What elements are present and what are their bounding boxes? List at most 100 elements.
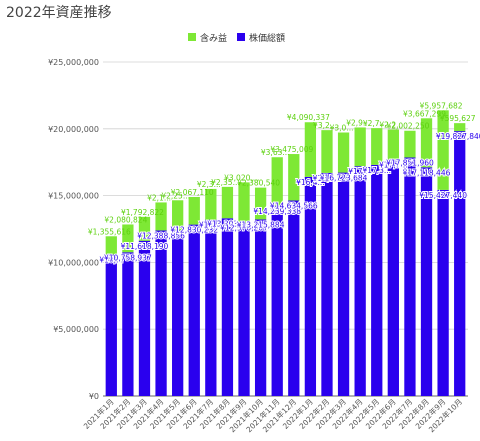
data-label-unrealized-gain: ¥2,9... [346, 118, 370, 127]
data-label-market-value: ¥13,215,884 [237, 220, 285, 229]
data-label-market-value: ¥19,827,840 [436, 132, 480, 141]
data-label-market-value: ¥16,7... [313, 174, 342, 183]
legend-label: 含み益 [200, 32, 227, 44]
data-label-unrealized-gain: ¥3,667,299 [403, 109, 446, 118]
data-label-market-value: ¥13,... [199, 221, 223, 230]
bar-unrealized-gain [304, 122, 317, 177]
bar-unrealized-gain [371, 128, 383, 165]
data-label-market-value: ¥14,239,338 [253, 207, 301, 216]
bar-market-value [188, 224, 200, 396]
data-label-unrealized-gain: ¥2,3... [197, 180, 221, 189]
bar-market-value [354, 166, 366, 396]
data-label-unrealized-gain: ¥595,627 [440, 114, 476, 123]
bar-unrealized-gain [387, 129, 399, 160]
bar-unrealized-gain [354, 127, 366, 167]
bar-market-value [271, 205, 283, 396]
bar-market-value [254, 219, 267, 396]
data-label-market-value: ¥16,723,684 [320, 174, 368, 183]
data-label-unrealized-gain: ¥3,020,... [224, 173, 260, 182]
y-tick-label: ¥15,000,000 [48, 192, 99, 201]
bar-unrealized-gain [205, 188, 217, 220]
data-label-unrealized-gain: ¥1,792,822 [121, 208, 164, 217]
data-label-unrealized-gain: ¥3,0... [330, 123, 354, 132]
x-axis: 2021年1月2021年2月2021年3月2021年4月2021年5月2021年… [81, 396, 464, 434]
bar-market-value [454, 131, 466, 397]
data-label-market-value: ¥17,7... [379, 161, 408, 170]
bar-unrealized-gain [337, 132, 350, 173]
data-label-unrealized-gain: ¥2,080,824 [104, 215, 147, 224]
data-label-unrealized-gain: ¥4,090,337 [287, 113, 330, 122]
data-label-market-value: ¥14,634,566 [270, 201, 318, 210]
bar-market-value [437, 189, 449, 396]
bar-market-value [387, 159, 399, 396]
bar-market-value [221, 218, 234, 396]
bar-market-value [288, 200, 300, 396]
chart-title: 2022年資産推移 [6, 5, 112, 21]
bar-unrealized-gain [138, 216, 151, 241]
data-label-unrealized-gain: ¥2,25... [161, 191, 190, 200]
data-label-unrealized-gain: ¥5,957,682 [420, 101, 463, 110]
data-label-unrealized-gain: ¥2,7... [363, 119, 387, 128]
bar-unrealized-gain [155, 202, 167, 231]
bars [105, 110, 466, 397]
data-label-unrealized-gain: ¥1,355,616 [88, 227, 131, 236]
data-label-market-value: ¥10,... [99, 255, 123, 264]
data-labels: ¥1,355,616 ¥10,... ¥2,080,824 ¥10,758,937 ¥1… [88, 101, 480, 265]
bar-unrealized-gain [188, 196, 200, 225]
bar-unrealized-gain [288, 154, 300, 201]
bar-market-value [138, 240, 151, 396]
data-label-market-value: ¥11,618,190 [121, 242, 169, 251]
bar-unrealized-gain [321, 130, 333, 173]
legend-label: 株価総額 [249, 32, 285, 44]
data-label-market-value: ¥12,388,856 [137, 231, 185, 240]
bar-unrealized-gain [454, 123, 466, 132]
bar-market-value [321, 172, 333, 396]
data-label-market-value: ¥15,427,440 [419, 191, 467, 200]
bar-unrealized-gain [254, 187, 267, 220]
data-label-market-value: ¥17,... [348, 167, 372, 176]
data-label-market-value: ¥12,830,232 [170, 226, 218, 235]
y-axis: ¥0 ¥5,000,000 ¥10,000,000 ¥15,000,000 ¥20,00… [48, 58, 99, 401]
data-label-unrealized-gain: ¥2,380,540 [237, 179, 280, 188]
bar-market-value [404, 157, 416, 396]
data-label-market-value: ¥17,851,960 [386, 158, 434, 167]
data-label-market-value: ¥13,303,... [207, 219, 248, 228]
legend-swatch [237, 33, 245, 41]
data-label-market-value: ¥17,118,446 [403, 168, 451, 177]
y-tick-label: ¥10,000,000 [48, 258, 99, 267]
bar-market-value [337, 172, 350, 396]
data-label-unrealized-gain: ¥2,002,250 [386, 122, 429, 131]
bar-unrealized-gain [437, 110, 449, 190]
data-label-market-value: ¥12,970,207 [220, 224, 268, 233]
bar-unrealized-gain [404, 130, 416, 158]
legend-swatch [188, 33, 196, 41]
bar-market-value [122, 252, 134, 396]
bar-unrealized-gain [105, 236, 117, 255]
data-label-market-value: ¥17,3... [362, 166, 391, 175]
y-tick-label: ¥0 [89, 392, 99, 401]
bar-market-value [371, 164, 383, 396]
bar-unrealized-gain [221, 186, 234, 219]
bar-market-value [155, 230, 167, 396]
bar-unrealized-gain [172, 200, 184, 231]
bar-unrealized-gain [420, 118, 433, 168]
data-label-unrealized-gain: ¥2,2... [379, 120, 403, 129]
y-tick-label: ¥5,000,000 [53, 325, 99, 334]
bar-market-value [172, 230, 184, 396]
bar-unrealized-gain [271, 157, 283, 206]
data-label-market-value: ¥16,4... [296, 178, 325, 187]
bar-market-value [304, 176, 317, 396]
data-label-market-value: ¥10,758,937 [104, 253, 152, 262]
data-label-unrealized-gain: ¥2,067,110 [171, 188, 214, 197]
data-label-unrealized-gain: ¥3,475,009 [270, 145, 313, 154]
legend: 含み益 株価総額 [188, 32, 285, 44]
bar-market-value [420, 167, 433, 396]
data-label-unrealized-gain: ¥2,1... [147, 193, 171, 202]
data-label-unrealized-gain: ¥2,35... [211, 178, 240, 187]
y-tick-label: ¥20,000,000 [48, 125, 99, 134]
bar-market-value [105, 254, 117, 396]
bar-market-value [238, 222, 250, 396]
data-label-unrealized-gain: ¥3,63... [261, 148, 290, 157]
data-label-unrealized-gain: ¥3,2... [313, 121, 337, 130]
